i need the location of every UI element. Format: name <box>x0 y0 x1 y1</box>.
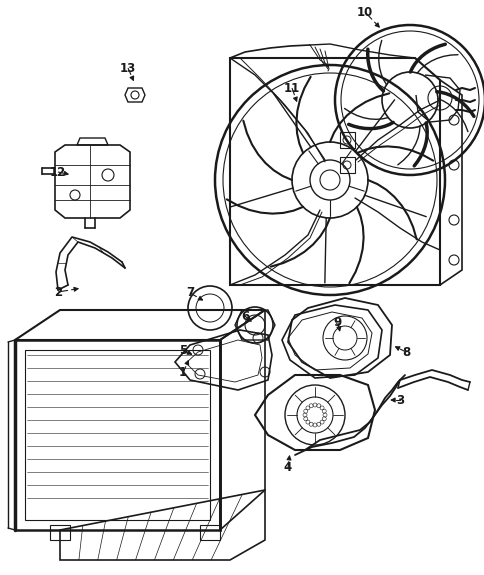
Text: 9: 9 <box>333 316 341 329</box>
Text: 8: 8 <box>401 346 409 358</box>
Text: 6: 6 <box>241 309 249 323</box>
Text: 11: 11 <box>283 82 300 94</box>
Text: 4: 4 <box>283 462 291 474</box>
Text: 2: 2 <box>54 286 62 298</box>
Text: 1: 1 <box>179 366 187 380</box>
Text: 7: 7 <box>185 286 194 300</box>
Text: 10: 10 <box>356 6 372 18</box>
Text: 3: 3 <box>395 393 403 407</box>
Text: 13: 13 <box>120 62 136 75</box>
Text: 5: 5 <box>179 343 187 356</box>
Text: 12: 12 <box>50 166 66 178</box>
